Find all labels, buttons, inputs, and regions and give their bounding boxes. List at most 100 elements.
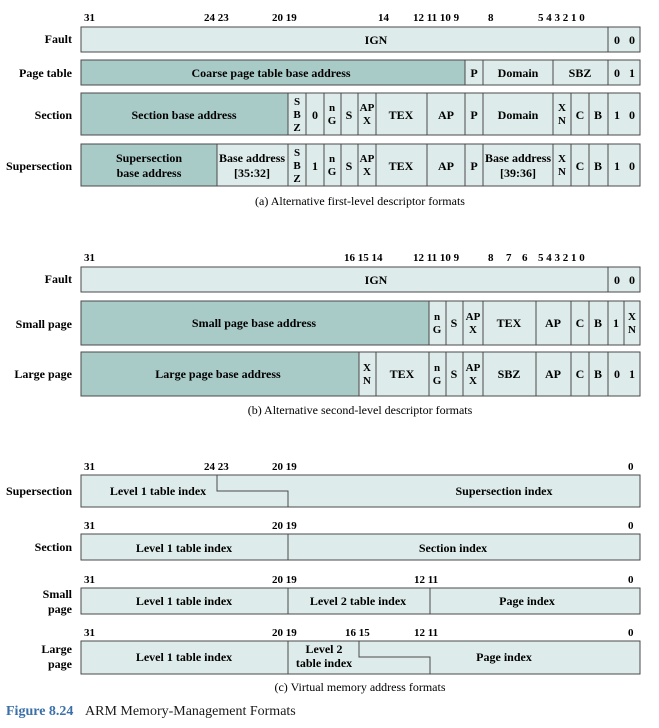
- bit-number: 5 4 3 2 1 0: [538, 12, 585, 24]
- field-box: [482, 59, 554, 86]
- bit-number: 8: [488, 252, 494, 264]
- field-label: Supersection index: [455, 484, 552, 498]
- field-label: TEX: [497, 316, 522, 330]
- field-label: TEX: [389, 159, 414, 173]
- section-caption: (b) Alternative second-level descriptor …: [248, 403, 473, 417]
- field-divider: [216, 475, 289, 507]
- field-label: 0: [614, 273, 620, 287]
- field-box: [358, 351, 377, 397]
- field-label: X: [363, 115, 371, 127]
- field-label: Page index: [499, 594, 555, 608]
- row-label: Section: [35, 108, 73, 122]
- bit-number: 24 23: [204, 12, 229, 24]
- field-label: X: [469, 375, 477, 387]
- field-box: [80, 92, 289, 136]
- field-label: TEX: [390, 367, 415, 381]
- field-label: X: [469, 324, 477, 336]
- field-label: 0: [629, 33, 635, 47]
- field-label: X: [558, 153, 566, 165]
- field-box: [482, 300, 537, 346]
- bit-number: 0: [628, 520, 634, 532]
- field-label: 1: [614, 159, 620, 173]
- field-box: [357, 143, 377, 187]
- bit-number: 20 19: [272, 461, 297, 473]
- field-label: Page index: [476, 650, 532, 664]
- field-label: S: [294, 96, 300, 108]
- bit-number: 31: [84, 461, 95, 473]
- bit-number: 8: [488, 12, 494, 24]
- row-label: Page table: [19, 66, 73, 80]
- field-label: AP: [360, 153, 375, 165]
- field-label: SBZ: [569, 66, 592, 80]
- field-box: [535, 351, 572, 397]
- field-box: [607, 92, 641, 136]
- field-box: [80, 59, 466, 86]
- field-label: base address: [117, 166, 182, 180]
- bit-number: 0: [628, 574, 634, 586]
- field-box: [80, 266, 609, 293]
- bit-number: 16 15: [345, 627, 370, 639]
- row-label: Large: [41, 642, 72, 656]
- field-label: Level 2 table index: [310, 594, 406, 608]
- field-box: [552, 143, 572, 187]
- field-label: Z: [293, 122, 300, 134]
- field-box: [375, 92, 428, 136]
- field-box: [426, 92, 466, 136]
- field-label: Base address: [219, 151, 285, 165]
- field-label: AP: [438, 108, 454, 122]
- field-label: TEX: [389, 108, 414, 122]
- field-label: 1: [312, 159, 318, 173]
- field-label: Small page base address: [192, 316, 316, 330]
- field-label: B: [293, 109, 301, 121]
- field-box: [607, 351, 641, 397]
- field-box: [80, 474, 641, 508]
- field-label: C: [576, 367, 585, 381]
- field-label: S: [346, 108, 353, 122]
- field-label: 0: [614, 367, 620, 381]
- bit-number: 20 19: [272, 574, 297, 586]
- field-label: 0: [312, 108, 318, 122]
- field-label: X: [363, 362, 371, 374]
- field-label: 0: [629, 159, 635, 173]
- field-label: table index: [296, 656, 352, 670]
- field-label: S: [451, 367, 458, 381]
- field-box: [428, 300, 447, 346]
- field-label: G: [328, 166, 337, 178]
- field-label: X: [628, 311, 636, 323]
- bit-number: 31: [84, 627, 95, 639]
- first-level-section: 31 24 23 20 19 14 12 11 10 9 8 5 4 3 2 1…: [6, 12, 641, 208]
- field-label: n: [329, 102, 335, 114]
- row-label: Supersection: [6, 484, 72, 498]
- field-box: [287, 533, 641, 561]
- field-label: C: [576, 108, 585, 122]
- field-label: Level 2: [306, 642, 343, 656]
- field-label: AP: [466, 362, 481, 374]
- field-label: N: [558, 166, 566, 178]
- virtual-address-section: 31 24 23 20 19 0 Supersection Level 1 ta…: [6, 461, 641, 694]
- field-label: G: [433, 375, 442, 387]
- field-label: 0: [614, 33, 620, 47]
- field-label: IGN: [365, 33, 388, 47]
- section-caption: (c) Virtual memory address formats: [274, 680, 445, 694]
- bit-number: 31: [84, 520, 95, 532]
- bit-number: 20 19: [272, 520, 297, 532]
- field-box: [80, 143, 218, 187]
- bit-number: 6: [522, 252, 528, 264]
- field-label: C: [576, 159, 585, 173]
- field-label: AP: [360, 102, 375, 114]
- field-box: [80, 26, 609, 53]
- field-label: 1: [629, 66, 635, 80]
- bit-number: 31: [84, 574, 95, 586]
- field-label: Supersection: [116, 151, 182, 165]
- field-label: X: [363, 166, 371, 178]
- field-label: P: [470, 108, 477, 122]
- field-label: B: [594, 159, 602, 173]
- field-box: [429, 587, 641, 615]
- field-label: n: [434, 362, 440, 374]
- row-label: Large page: [14, 367, 72, 381]
- bit-number: 12 11 10 9: [413, 252, 460, 264]
- field-label: 1: [629, 367, 635, 381]
- field-box: [216, 143, 289, 187]
- field-label: 1: [613, 316, 619, 330]
- field-box: [623, 300, 641, 346]
